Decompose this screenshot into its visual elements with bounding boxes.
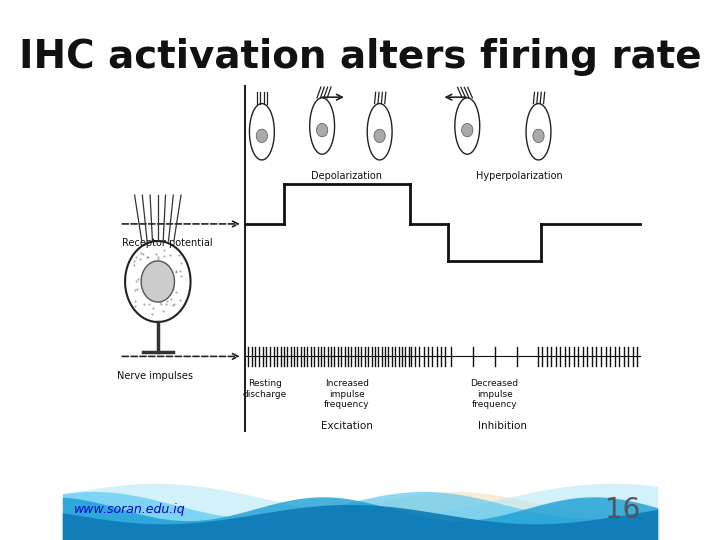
Polygon shape: [310, 98, 335, 154]
Text: Increased
impulse
frequency: Increased impulse frequency: [324, 380, 369, 409]
Text: IHC activation alters firing rate: IHC activation alters firing rate: [19, 38, 701, 76]
Polygon shape: [526, 104, 551, 160]
Text: Depolarization: Depolarization: [311, 171, 382, 181]
Text: 16: 16: [605, 496, 640, 524]
Text: Excitation: Excitation: [321, 421, 373, 431]
Polygon shape: [374, 129, 385, 143]
Polygon shape: [367, 104, 392, 160]
Text: Receptor potential: Receptor potential: [122, 238, 213, 248]
Text: Nerve impulses: Nerve impulses: [117, 371, 193, 381]
Text: Decreased
impulse
frequency: Decreased impulse frequency: [471, 380, 518, 409]
Polygon shape: [462, 124, 473, 137]
Polygon shape: [125, 241, 191, 322]
Polygon shape: [256, 129, 268, 143]
Polygon shape: [455, 98, 480, 154]
Polygon shape: [317, 124, 328, 137]
Text: Resting
discharge: Resting discharge: [243, 380, 287, 399]
Text: Hyperpolarization: Hyperpolarization: [476, 171, 563, 181]
Text: www.soran.edu.iq: www.soran.edu.iq: [74, 503, 186, 516]
Text: Inhibition: Inhibition: [478, 421, 527, 431]
Polygon shape: [141, 261, 174, 302]
Polygon shape: [533, 129, 544, 143]
Polygon shape: [249, 104, 274, 160]
